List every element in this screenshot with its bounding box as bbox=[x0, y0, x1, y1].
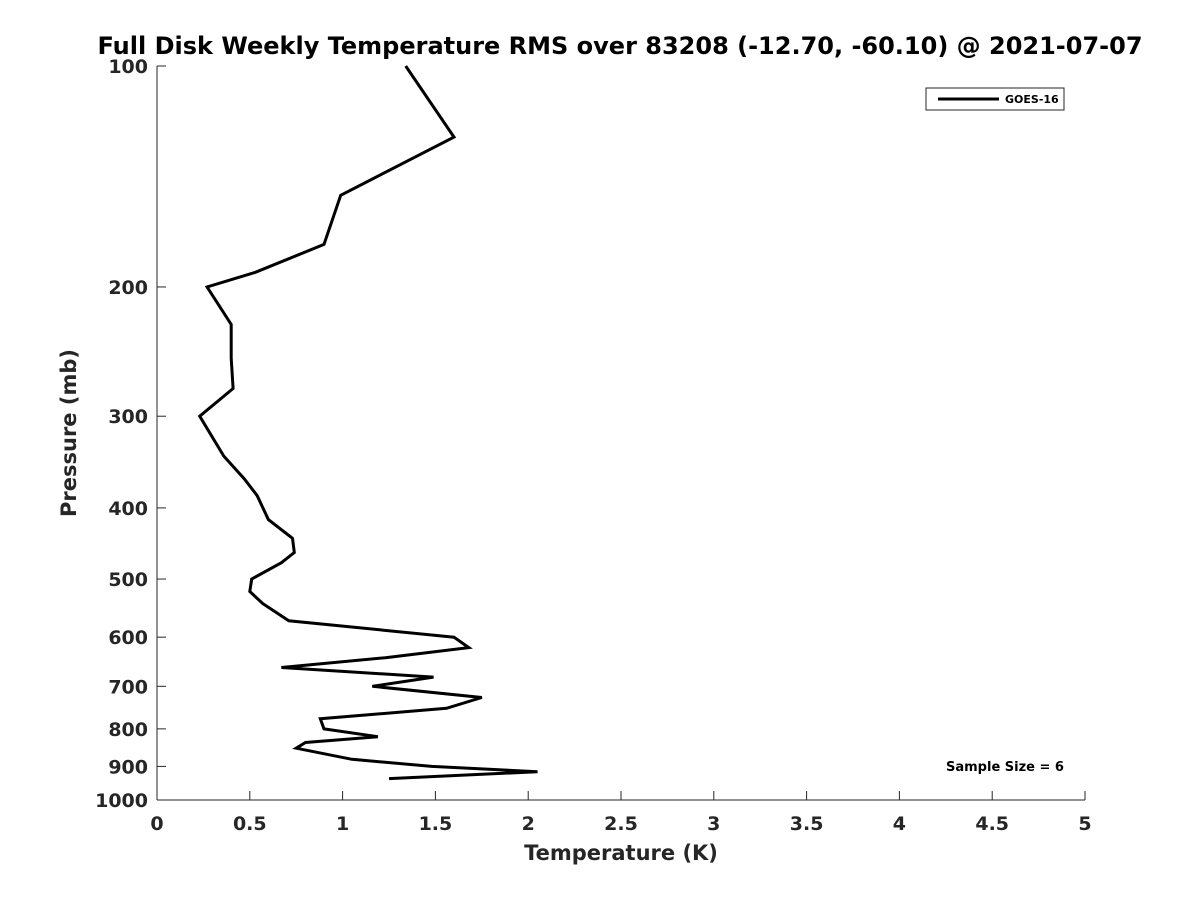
y-axis-ticks: 100 200 300 400 500 600 700 800 900 1000 bbox=[95, 56, 166, 812]
y-tick-label: 100 bbox=[108, 56, 148, 78]
series-line-goes-16 bbox=[197, 65, 538, 781]
series-layer bbox=[197, 65, 538, 781]
x-tick-label: 1.5 bbox=[419, 813, 453, 835]
x-axis-ticks: 0 0.5 1 1.5 2 2.5 3 3.5 4 4.5 5 bbox=[150, 791, 1092, 835]
x-tick-label: 3 bbox=[707, 813, 720, 835]
chart-title: Full Disk Weekly Temperature RMS over 83… bbox=[97, 32, 1142, 60]
y-tick-label: 200 bbox=[108, 277, 148, 299]
y-tick-label: 700 bbox=[108, 676, 148, 698]
x-tick-label: 3.5 bbox=[790, 813, 824, 835]
x-tick-label: 4 bbox=[893, 813, 906, 835]
x-tick-label: 2.5 bbox=[604, 813, 638, 835]
x-tick-label: 0 bbox=[150, 813, 163, 835]
x-tick-label: 1 bbox=[336, 813, 349, 835]
y-tick-label: 600 bbox=[108, 627, 148, 649]
x-tick-label: 0.5 bbox=[233, 813, 267, 835]
y-tick-label: 1000 bbox=[95, 790, 148, 812]
plot-area: 0 0.5 1 1.5 2 2.5 3 3.5 4 4.5 5 100 200 300 400 500 600… bbox=[95, 56, 1092, 835]
y-tick-label: 300 bbox=[108, 406, 148, 428]
x-tick-label: 5 bbox=[1078, 813, 1091, 835]
sample-size-annotation: Sample Size = 6 bbox=[946, 760, 1064, 775]
legend-label-goes-16: GOES-16 bbox=[1005, 93, 1059, 106]
x-axis-label: Temperature (K) bbox=[524, 841, 718, 865]
y-tick-label: 900 bbox=[108, 756, 148, 778]
x-tick-label: 4.5 bbox=[975, 813, 1009, 835]
y-axis-label: Pressure (mb) bbox=[57, 349, 81, 517]
legend: GOES-16 bbox=[925, 87, 1065, 111]
x-tick-label: 2 bbox=[522, 813, 535, 835]
y-tick-label: 500 bbox=[108, 569, 148, 591]
y-tick-label: 800 bbox=[108, 719, 148, 741]
y-tick-label: 400 bbox=[108, 498, 148, 520]
